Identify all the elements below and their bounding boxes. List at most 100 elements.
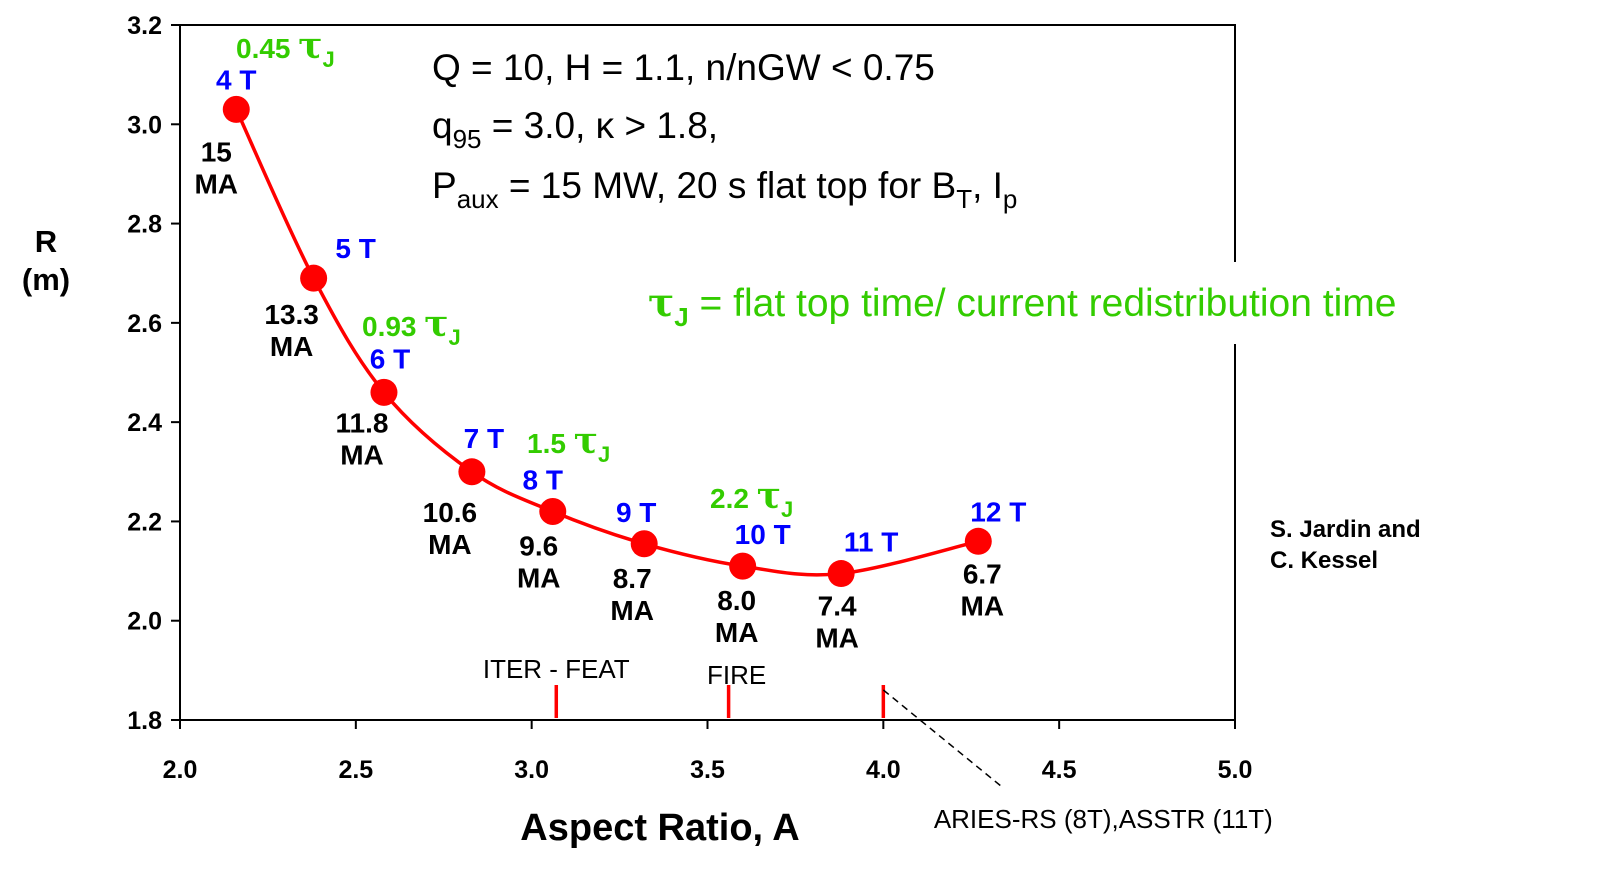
tau-label: 1.5 τJ <box>527 420 610 467</box>
y-tick-label: 3.0 <box>127 111 162 139</box>
current-label-value: 8.7 <box>613 563 652 594</box>
p-symbol: P <box>432 165 457 206</box>
tau-label-subscript: J <box>598 442 610 467</box>
field-label: 7 T <box>464 423 504 454</box>
x-tick-label: 3.5 <box>690 756 725 784</box>
i-symbol: , I <box>972 165 1003 206</box>
tau-label-symbol: τ <box>757 475 781 517</box>
reference-label-iter: ITER - FEAT <box>483 654 630 684</box>
data-point <box>222 95 250 123</box>
current-label-unit: MA <box>340 439 384 470</box>
current-label-value: 9.6 <box>519 531 558 562</box>
current-label-value: 8.0 <box>717 585 756 616</box>
data-point <box>630 530 658 558</box>
data-point <box>458 458 486 486</box>
tau-def-symbol: τ <box>648 280 674 326</box>
y-tick-label: 2.0 <box>127 608 162 636</box>
annotation-line-1: Q = 10, H = 1.1, n/nGW < 0.75 <box>432 47 935 88</box>
data-point <box>729 552 757 580</box>
tau-label: 0.45 τJ <box>236 25 335 72</box>
current-label-unit: MA <box>194 168 238 199</box>
y-tick-label: 2.4 <box>127 409 162 437</box>
tau-label-subscript: J <box>781 497 793 522</box>
q-symbol: q <box>432 105 453 146</box>
tau-label: 2.2 τJ <box>710 475 793 522</box>
annotation-line-2: q95 = 3.0, κ > 1.8, <box>432 105 718 154</box>
current-label-unit: MA <box>270 331 314 362</box>
tau-label-subscript: J <box>449 325 461 350</box>
x-tick-label: 4.5 <box>1042 756 1077 784</box>
tau-label-symbol: τ <box>574 420 598 462</box>
tau-label-subscript: J <box>323 47 335 72</box>
annotation-line-3: Paux = 15 MW, 20 s flat top for BT, Ip <box>432 165 1017 214</box>
field-label: 12 T <box>970 496 1026 527</box>
data-point <box>964 527 992 555</box>
y-tick-label: 2.2 <box>127 508 162 536</box>
q-value: = 3.0, <box>482 105 596 146</box>
tau-def-text: = flat top time/ current redistribution … <box>689 282 1397 325</box>
field-label: 11 T <box>844 527 898 558</box>
b-subscript: T <box>956 184 972 214</box>
field-label: 8 T <box>523 465 563 496</box>
points-layer <box>222 95 992 588</box>
tau-definition-background <box>640 262 1619 344</box>
y-tick-label: 2.8 <box>127 211 162 239</box>
x-tick-label: 4.0 <box>866 756 901 784</box>
current-label-value: 10.6 <box>423 497 478 528</box>
current-label-unit: MA <box>610 595 654 626</box>
y-tick-label: 2.6 <box>127 310 162 338</box>
field-label: 9 T <box>616 497 656 528</box>
kappa-symbol: κ <box>596 105 615 146</box>
current-label-value: 13.3 <box>264 299 319 330</box>
ticks-layer: 2.0 2.5 3.0 3.5 4.0 4.5 5.01.82.02.22.42.62.83… <box>127 12 1252 784</box>
current-label-value: 15 <box>201 136 232 167</box>
tau-label-value: 2.2 <box>710 483 757 514</box>
x-tick-label: 2.5 <box>338 756 373 784</box>
x-tick-label: 5.0 <box>1218 756 1253 784</box>
tau-def-subscript: J <box>674 302 688 332</box>
current-label-value: 6.7 <box>963 558 1002 589</box>
reference-label-aries: ARIES-RS (8T),ASSTR (11T) <box>934 804 1273 834</box>
y-tick-label: 1.8 <box>127 707 162 735</box>
tau-label-value: 0.93 <box>362 311 424 342</box>
y-tick-label: 3.2 <box>127 12 162 40</box>
tau-definition: τJ = flat top time/ current redistributi… <box>648 280 1396 332</box>
current-label-unit: MA <box>961 590 1005 621</box>
p-subscript: aux <box>457 184 499 214</box>
reference-markers: ITER - FEAT FIRE ARIES-RS (8T),ASSTR (11T) <box>483 654 1273 834</box>
x-axis-title: Aspect Ratio, A <box>520 807 799 849</box>
data-point <box>827 560 855 588</box>
field-label: 6 T <box>370 343 410 374</box>
data-point <box>370 378 398 406</box>
current-label-value: 11.8 <box>335 407 388 438</box>
kappa-value: > 1.8, <box>614 105 718 146</box>
i-subscript: p <box>1003 184 1017 214</box>
current-label-unit: MA <box>428 529 472 560</box>
q-subscript: 95 <box>453 124 482 154</box>
data-point <box>539 498 567 525</box>
current-label-unit: MA <box>815 623 859 654</box>
tau-label-value: 0.45 <box>236 33 298 64</box>
data-point <box>300 264 328 292</box>
tau-label-value: 1.5 <box>527 428 574 459</box>
y-axis-title-line1: R <box>35 224 57 259</box>
current-label-value: 7.4 <box>818 591 857 622</box>
y-axis-title-line2: (m) <box>22 262 70 297</box>
current-label-unit: MA <box>517 563 561 594</box>
current-label-unit: MA <box>715 617 759 648</box>
x-tick-label: 2.0 <box>163 756 198 784</box>
reference-label-fire: FIRE <box>707 660 766 690</box>
credit-line-2: C. Kessel <box>1270 547 1378 574</box>
p-value-text: = 15 MW, 20 s flat top for B <box>499 165 957 206</box>
field-label: 5 T <box>335 233 375 264</box>
reference-leader-line <box>882 689 1004 789</box>
field-label: 4 T <box>216 64 256 95</box>
credit-line-1: S. Jardin and <box>1270 516 1421 543</box>
tau-label-symbol: τ <box>424 303 448 345</box>
tau-label: 0.93 τJ <box>362 303 461 350</box>
field-label: 10 T <box>735 519 791 550</box>
tau-label-symbol: τ <box>298 25 322 67</box>
x-tick-label: 3.0 <box>514 756 549 784</box>
